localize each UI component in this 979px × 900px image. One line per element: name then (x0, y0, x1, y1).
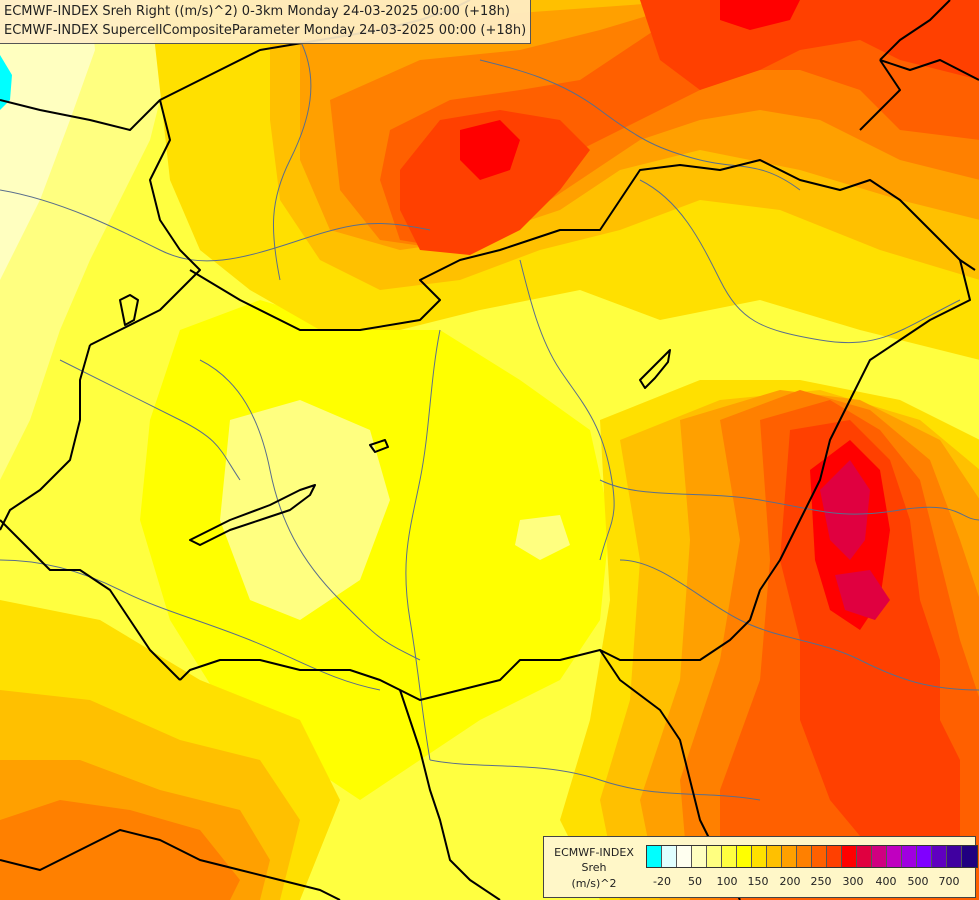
legend-tick-label: 500 (907, 875, 929, 888)
map-title-box: ECMWF-INDEX Sreh Right ((m/s)^2) 0-3km M… (0, 0, 532, 44)
field-cyan-corner (0, 55, 12, 110)
region-line (639, 179, 961, 344)
region-line (479, 59, 801, 191)
lake-outline (189, 484, 316, 546)
field-crimson-north (460, 120, 520, 180)
field-light-east (515, 515, 570, 560)
legend-swatch (962, 846, 977, 867)
legend-swatch (767, 846, 782, 867)
legend-swatch (887, 846, 902, 867)
legend-tick-label: 700 (938, 875, 960, 888)
legend-swatch (662, 846, 677, 867)
legend-tick-label: 200 (779, 875, 801, 888)
map-title-line-1: ECMWF-INDEX Sreh Right ((m/s)^2) 0-3km M… (4, 4, 510, 19)
region-line (59, 359, 241, 481)
field-red-northeast (640, 0, 979, 90)
legend-variable: Sreh (581, 861, 607, 874)
country-border (879, 0, 951, 61)
legend-swatch (722, 846, 737, 867)
country-border (0, 829, 341, 900)
legend-swatch (812, 846, 827, 867)
legend-swatch (647, 846, 662, 867)
field-magenta-east (820, 460, 870, 560)
field-darkorange-southwest (0, 800, 240, 900)
legend-swatch (827, 846, 842, 867)
legend-tick-label: 100 (716, 875, 738, 888)
legend-swatch-bar (646, 845, 978, 868)
field-red-southeast (800, 640, 960, 860)
region-line (272, 39, 312, 281)
region-line (619, 559, 979, 691)
map-title-line-2: ECMWF-INDEX SupercellCompositeParameter … (4, 23, 527, 38)
legend-swatch (737, 846, 752, 867)
country-border (89, 99, 201, 346)
legend-tick-label: 250 (810, 875, 832, 888)
legend-swatch (782, 846, 797, 867)
legend-swatch (932, 846, 947, 867)
legend-swatch (872, 846, 887, 867)
legend-swatch (797, 846, 812, 867)
region-line (405, 329, 441, 761)
legend-swatch (917, 846, 932, 867)
river-island (639, 349, 671, 389)
legend-swatch (857, 846, 872, 867)
legend-source: ECMWF-INDEX (554, 846, 634, 859)
region-line (199, 359, 421, 661)
legend-swatch (902, 846, 917, 867)
region-line (519, 259, 615, 561)
country-border (0, 344, 91, 531)
field-light-center (220, 400, 390, 620)
region-line (0, 559, 381, 691)
lake-outline (119, 294, 139, 326)
legend-swatch (677, 846, 692, 867)
country-border (879, 59, 979, 81)
country-border (179, 259, 971, 701)
country-border (0, 519, 181, 681)
field-crimson-ne (720, 0, 800, 30)
field-magenta-east-south (835, 570, 890, 620)
legend-swatch (692, 846, 707, 867)
legend-swatch (842, 846, 857, 867)
legend-tick-label: -20 (653, 875, 671, 888)
legend-unit: (m/s)^2 (571, 877, 617, 890)
legend-tick-label: 300 (842, 875, 864, 888)
legend-swatch (947, 846, 962, 867)
field-red-north (400, 110, 590, 255)
country-border (399, 689, 501, 900)
field-paler-west (0, 0, 95, 280)
region-line (429, 759, 761, 801)
region-lines (0, 39, 979, 801)
legend-tick-label: 50 (688, 875, 702, 888)
region-line (599, 479, 979, 521)
color-legend: ECMWF-INDEX Sreh (m/s)^2 -20 50 100 150 200 2… (543, 836, 978, 898)
region-line (0, 189, 431, 262)
country-border (189, 159, 976, 331)
legend-swatch (707, 846, 722, 867)
legend-swatch (752, 846, 767, 867)
lake-outline (369, 439, 389, 453)
legend-tick-label: 150 (747, 875, 769, 888)
country-border (859, 59, 901, 131)
legend-tick-label: 400 (875, 875, 897, 888)
